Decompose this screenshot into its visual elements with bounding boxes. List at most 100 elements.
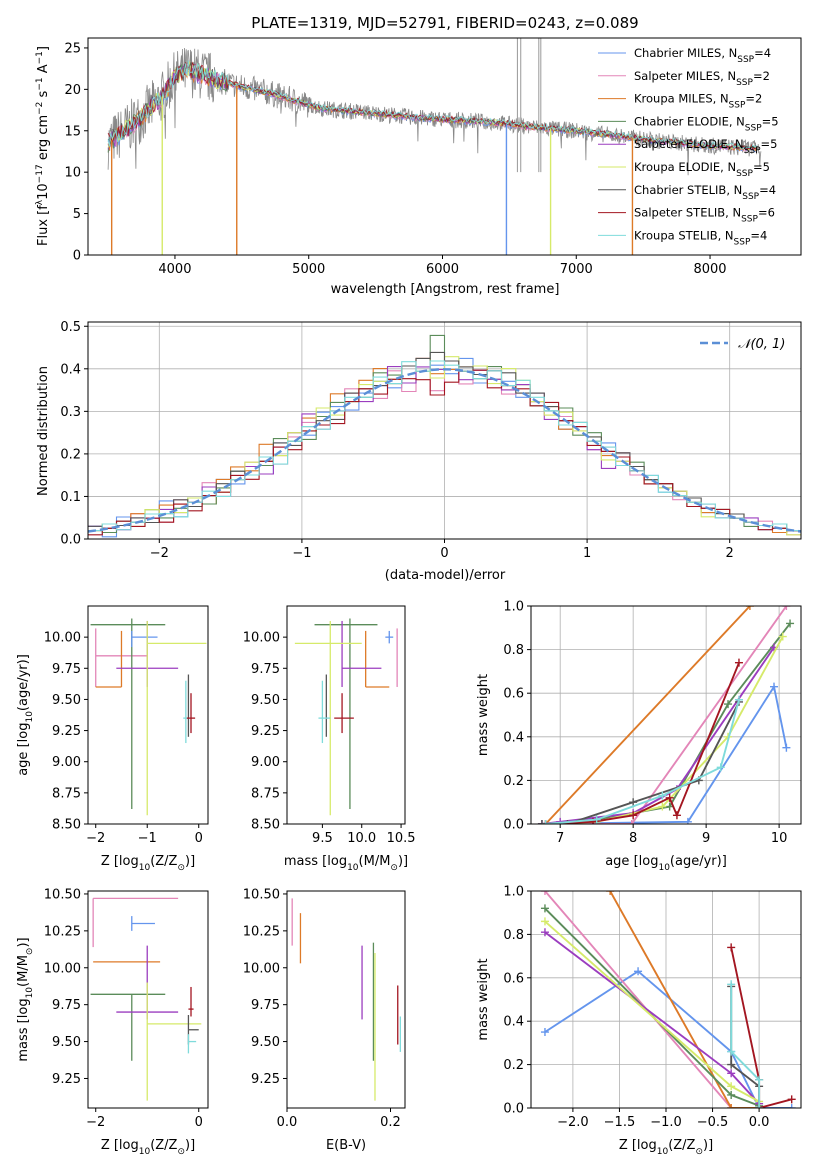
errorbar-point bbox=[187, 1034, 197, 1054]
errorbar-point bbox=[90, 618, 166, 810]
plus-marker bbox=[540, 928, 549, 937]
plot-area bbox=[107, 38, 762, 255]
errorbar-point bbox=[186, 693, 196, 734]
x-tick-label: 9 bbox=[702, 831, 710, 846]
y-tick-label: 8.50 bbox=[52, 818, 81, 833]
series-line bbox=[544, 907, 760, 1107]
x-axis-label: Z [log10(Z/Z⊙)] bbox=[101, 1138, 195, 1157]
spectrum-chart: PLATE=1319, MJD=52791, FIBERID=0243, z=0… bbox=[35, 14, 802, 297]
plus-marker bbox=[683, 817, 692, 824]
x-axis-label: Z [log10(Z/Z⊙)] bbox=[101, 854, 195, 873]
y-tick-label: 10.00 bbox=[243, 961, 280, 976]
plus-marker bbox=[778, 632, 787, 641]
y-tick-label: 0.1 bbox=[60, 490, 81, 505]
errorbar-point bbox=[95, 630, 123, 688]
y-tick-label: 9.25 bbox=[251, 724, 280, 739]
plot-area bbox=[540, 891, 796, 1108]
plot-area bbox=[90, 897, 202, 1101]
x-tick-label: 8 bbox=[629, 831, 637, 846]
y-tick-label: 0.0 bbox=[503, 818, 524, 833]
x-tick-label: 6000 bbox=[426, 262, 459, 277]
x-axis-label: mass [log10(M/M⊙)] bbox=[284, 854, 408, 873]
y-tick-label: 0.2 bbox=[503, 774, 524, 789]
series-line bbox=[544, 931, 760, 1105]
model-spectrum-line bbox=[107, 60, 758, 150]
y-tick-label: 5 bbox=[73, 207, 81, 222]
plus-marker bbox=[734, 658, 743, 667]
y-tick-label: 1.0 bbox=[503, 885, 524, 900]
normal-distribution-curve bbox=[88, 368, 801, 533]
x-axis-label: (data-model)/error bbox=[385, 568, 506, 583]
y-tick-label: 9.75 bbox=[52, 998, 81, 1013]
residual-histogram: −2 −1 0 1 2 0.0 0.1 0.2 0.3 0.4 0.5 (data-model)/er… bbox=[36, 320, 802, 583]
axes-frame bbox=[530, 890, 802, 1109]
y-tick-label: 10.50 bbox=[243, 887, 280, 902]
plus-marker bbox=[727, 1060, 736, 1069]
y-tick-label: 10 bbox=[64, 166, 81, 181]
massweight_vs_Z-panel: −2.0 −1.5 −1.0 −0.5 0.0 0.0 0.2 0.4 0.6 0.8 1.0 Z [… bbox=[476, 885, 802, 1157]
series-line bbox=[545, 606, 788, 824]
plus-marker bbox=[727, 1047, 736, 1056]
legend-label: Salpeter STELIB, NSSP=6 bbox=[634, 206, 775, 225]
y-tick-label: 10.00 bbox=[44, 961, 81, 976]
series-line bbox=[544, 891, 760, 1108]
y-axis-label: mass weight bbox=[476, 958, 491, 1040]
legend-label: Salpeter ELODIE, NSSP=5 bbox=[634, 137, 777, 156]
x-tick-label: −1 bbox=[138, 831, 157, 846]
y-tick-label: 0.2 bbox=[503, 1058, 524, 1073]
x-axis-label: E(B-V) bbox=[326, 1138, 366, 1153]
y-tick-label: 8.75 bbox=[52, 786, 81, 801]
plus-marker bbox=[745, 606, 754, 610]
mass-weight-series bbox=[541, 695, 743, 824]
plus-marker bbox=[786, 619, 795, 628]
y-tick-label: 9.50 bbox=[52, 693, 81, 708]
mass_vs_EBV-panel: 0.0 0.2 9.25 9.50 9.75 10.00 10.25 10.50 E(B-V) bbox=[243, 887, 406, 1153]
y-tick-label: 10.50 bbox=[44, 887, 81, 902]
series-line bbox=[545, 662, 740, 824]
mass-weight-series bbox=[727, 982, 764, 1108]
axes-frame bbox=[530, 605, 802, 825]
y-tick-label: 0.8 bbox=[503, 643, 524, 658]
axes-frame bbox=[286, 605, 406, 825]
y-tick-label: 9.00 bbox=[52, 755, 81, 770]
y-tick-label: 0.2 bbox=[60, 447, 81, 462]
errorbar-point bbox=[334, 693, 354, 734]
plus-marker bbox=[727, 1082, 736, 1091]
axes-frame bbox=[87, 890, 209, 1109]
x-tick-label: 8000 bbox=[693, 262, 726, 277]
plus-marker bbox=[606, 891, 615, 895]
axes-frame bbox=[87, 37, 802, 256]
axes-frame bbox=[87, 605, 209, 825]
plus-marker bbox=[634, 967, 643, 976]
x-tick-label: 7 bbox=[556, 831, 564, 846]
x-tick-label: −1 bbox=[292, 546, 311, 561]
series-line bbox=[730, 984, 761, 1108]
y-tick-label: 10.25 bbox=[44, 924, 81, 939]
plot-area bbox=[537, 606, 795, 824]
legend: 𝒩(0, 1) bbox=[700, 337, 785, 352]
x-tick-label: −0.5 bbox=[697, 1115, 729, 1130]
legend-label: Chabrier ELODIE, NSSP=5 bbox=[634, 114, 779, 133]
y-axis-label: Normed distribution bbox=[36, 366, 51, 496]
plus-marker bbox=[627, 820, 636, 824]
y-tick-label: 9.75 bbox=[251, 998, 280, 1013]
errorbar-point bbox=[341, 620, 382, 687]
plus-marker bbox=[755, 1075, 764, 1084]
plus-marker bbox=[727, 1090, 736, 1099]
x-tick-label: 0 bbox=[195, 1115, 203, 1130]
y-axis-label: age [log10(age/yr)] bbox=[16, 654, 35, 776]
x-tick-label: 5000 bbox=[292, 262, 325, 277]
errorbar-point bbox=[131, 630, 158, 648]
y-tick-label: 9.25 bbox=[251, 1072, 280, 1087]
errorbar-point bbox=[188, 986, 194, 1017]
legend-label: Kroupa STELIB, NSSP=4 bbox=[634, 228, 767, 247]
series-line bbox=[541, 701, 740, 824]
plus-marker bbox=[672, 811, 681, 820]
observed-spectrum-line bbox=[107, 47, 762, 176]
age_vs_mass-panel: 9.5 10.0 10.5 8.50 8.75 9.00 9.25 9.50 9.75 10.00… bbox=[243, 605, 416, 873]
plus-marker bbox=[770, 682, 778, 691]
y-tick-label: 9.50 bbox=[251, 693, 280, 708]
mass-weight-series bbox=[540, 928, 764, 1108]
x-tick-label: 4000 bbox=[158, 262, 191, 277]
x-tick-label: 0 bbox=[440, 546, 448, 561]
